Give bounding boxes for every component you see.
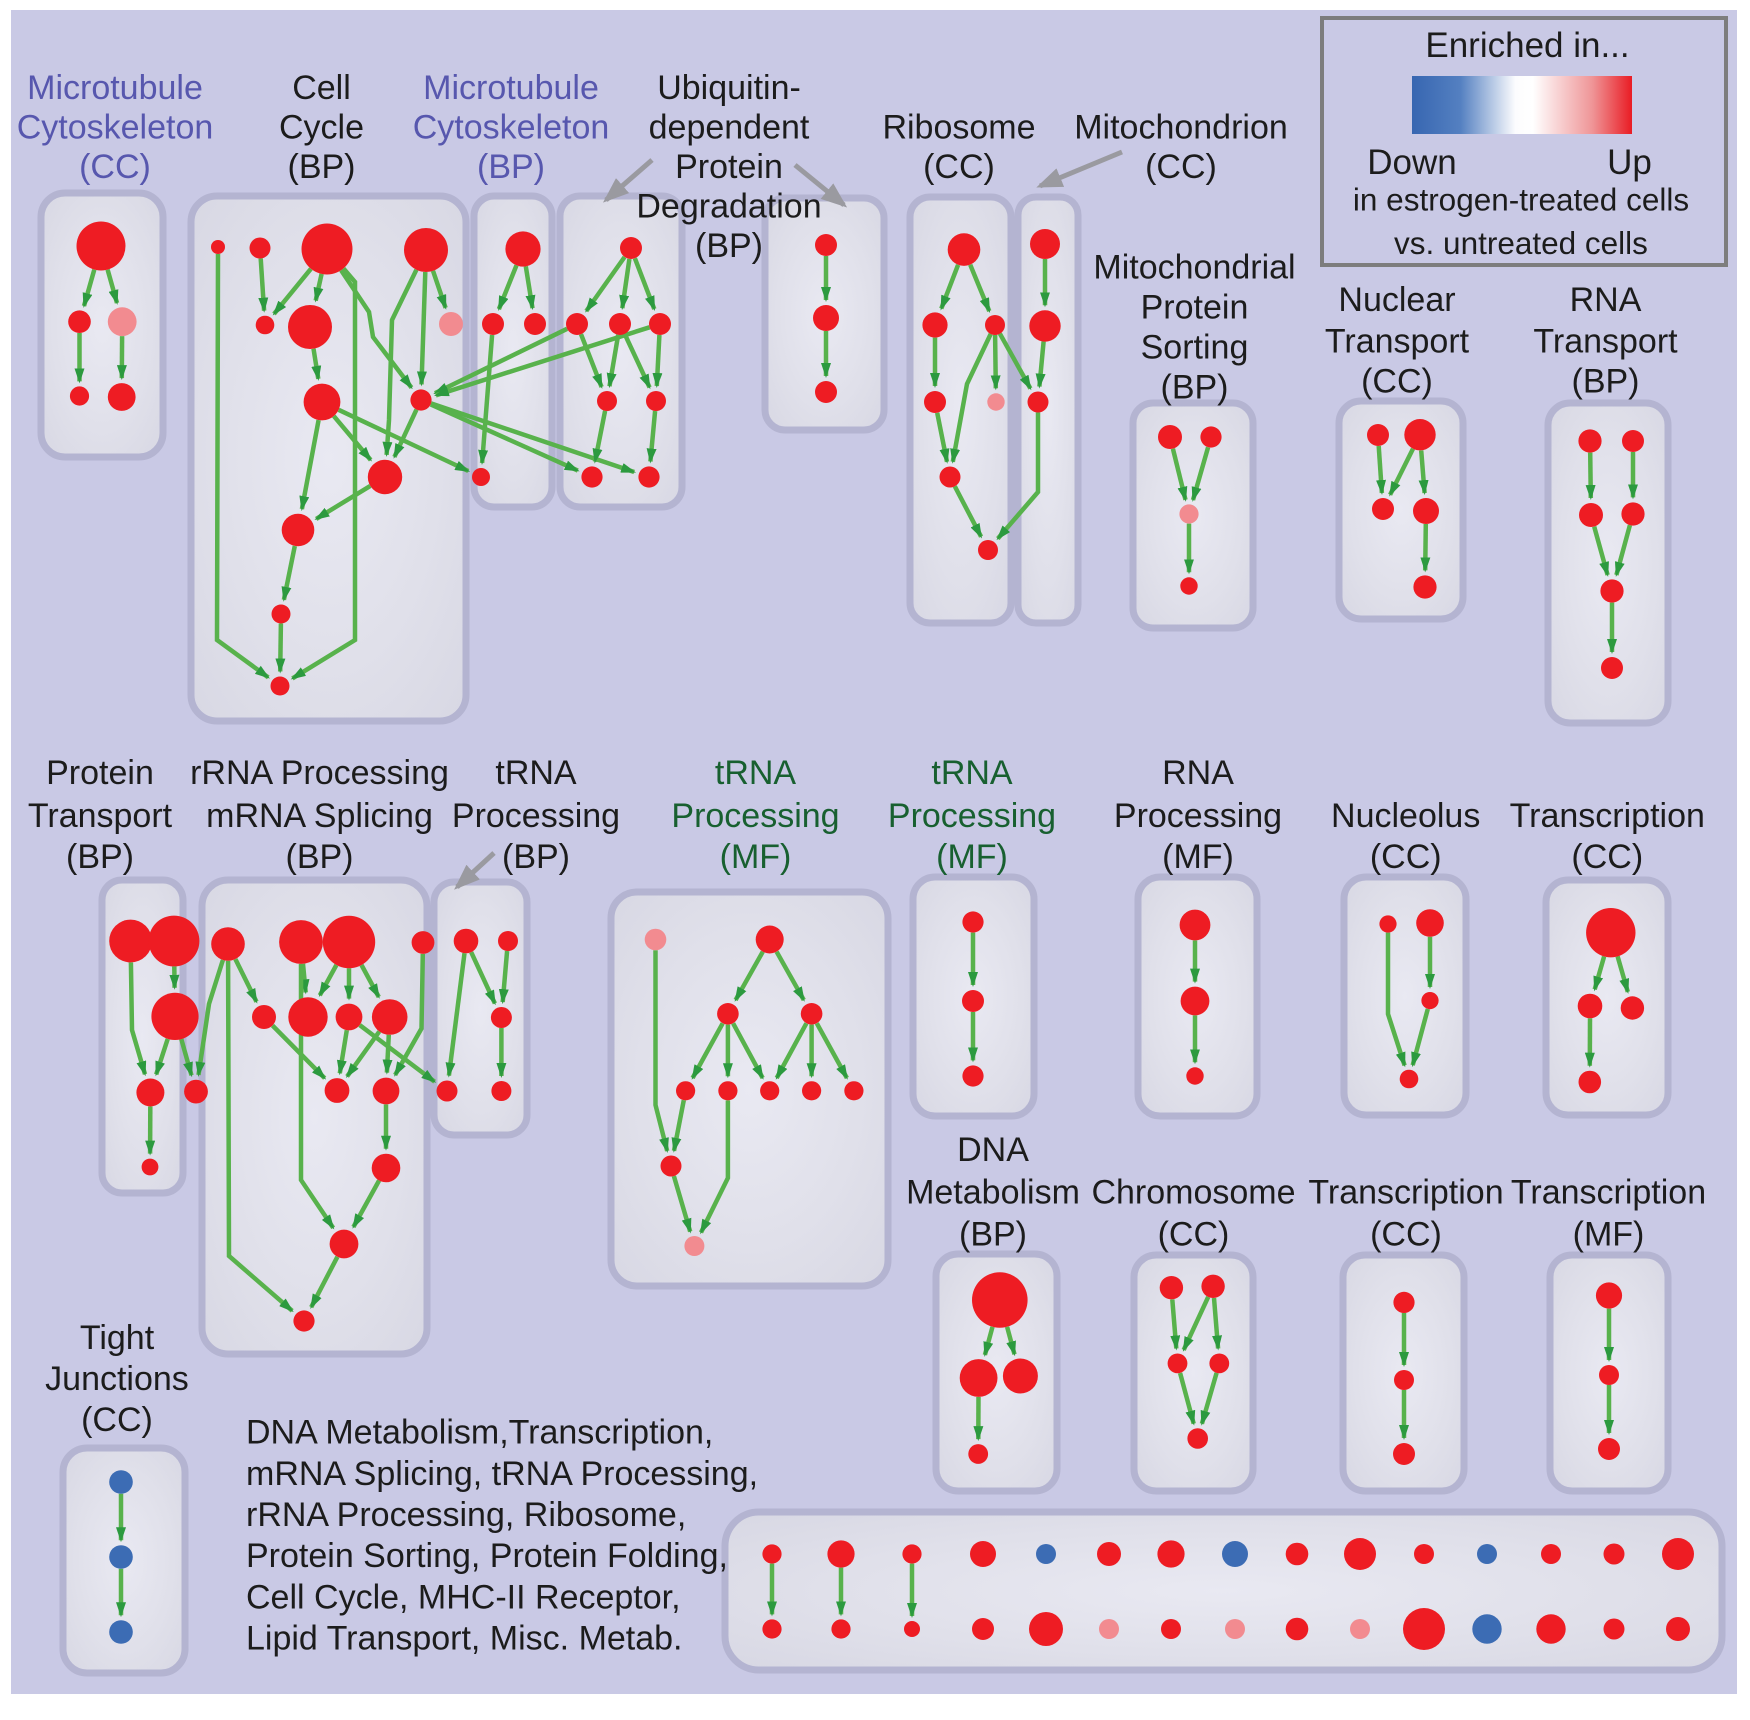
svg-text:Sorting: Sorting <box>1141 329 1249 367</box>
svg-text:RNA: RNA <box>1162 754 1234 792</box>
svg-text:(BP): (BP) <box>1161 369 1229 407</box>
svg-text:Nuclear: Nuclear <box>1338 281 1455 319</box>
svg-text:Processing: Processing <box>1114 797 1282 835</box>
svg-text:Down: Down <box>1367 143 1456 182</box>
svg-text:Transport: Transport <box>1325 323 1470 361</box>
svg-text:Cell Cycle, MHC-II Receptor,: Cell Cycle, MHC-II Receptor, <box>246 1578 681 1616</box>
svg-text:(CC): (CC) <box>1145 148 1217 186</box>
svg-text:Ubiquitin-: Ubiquitin- <box>657 69 801 107</box>
svg-text:tRNA: tRNA <box>931 754 1013 792</box>
svg-text:in estrogen-treated cells: in estrogen-treated cells <box>1353 182 1689 218</box>
svg-text:(MF): (MF) <box>1162 838 1234 876</box>
svg-text:(CC): (CC) <box>79 148 151 186</box>
svg-text:(BP): (BP) <box>959 1216 1027 1254</box>
svg-text:(BP): (BP) <box>1572 363 1640 401</box>
svg-text:Up: Up <box>1607 143 1652 182</box>
svg-text:Metabolism: Metabolism <box>906 1174 1080 1212</box>
svg-text:Mitochondrial: Mitochondrial <box>1093 249 1295 287</box>
svg-text:(BP): (BP) <box>477 148 545 186</box>
svg-text:Processing: Processing <box>452 797 620 835</box>
svg-text:(CC): (CC) <box>81 1401 153 1439</box>
svg-text:rRNA Processing: rRNA Processing <box>190 754 449 792</box>
svg-text:(CC): (CC) <box>1370 1216 1442 1254</box>
svg-text:(MF): (MF) <box>720 838 792 876</box>
svg-text:Ribosome: Ribosome <box>882 109 1035 147</box>
svg-text:(CC): (CC) <box>1571 838 1643 876</box>
svg-text:(BP): (BP) <box>695 227 763 265</box>
svg-text:rRNA Processing, Ribosome,: rRNA Processing, Ribosome, <box>246 1496 686 1534</box>
svg-text:Cytoskeleton: Cytoskeleton <box>17 109 214 147</box>
svg-text:Processing: Processing <box>888 797 1056 835</box>
svg-text:Cycle: Cycle <box>279 109 364 147</box>
svg-text:(CC): (CC) <box>1361 363 1433 401</box>
svg-text:tRNA: tRNA <box>715 754 797 792</box>
svg-text:(CC): (CC) <box>1370 838 1442 876</box>
svg-text:vs. untreated cells: vs. untreated cells <box>1394 225 1648 261</box>
svg-text:(CC): (CC) <box>1158 1216 1230 1254</box>
svg-text:Processing: Processing <box>671 797 839 835</box>
svg-text:Enriched in...: Enriched in... <box>1425 26 1629 65</box>
svg-text:Mitochondrion: Mitochondrion <box>1074 109 1288 147</box>
svg-text:dependent: dependent <box>649 109 810 147</box>
svg-text:Degradation: Degradation <box>636 188 821 226</box>
svg-text:Nucleolus: Nucleolus <box>1331 797 1480 835</box>
svg-text:(BP): (BP) <box>502 838 570 876</box>
svg-text:Junctions: Junctions <box>45 1360 189 1398</box>
svg-text:Protein: Protein <box>675 148 783 186</box>
svg-text:(BP): (BP) <box>66 838 134 876</box>
svg-text:Protein Sorting, Protein Foldi: Protein Sorting, Protein Folding, <box>246 1537 728 1575</box>
svg-text:Transport: Transport <box>28 797 173 835</box>
svg-text:Transcription: Transcription <box>1510 797 1705 835</box>
svg-text:(CC): (CC) <box>923 148 995 186</box>
svg-text:mRNA Splicing, tRNA Processing: mRNA Splicing, tRNA Processing, <box>246 1455 758 1493</box>
svg-text:(MF): (MF) <box>1573 1216 1645 1254</box>
svg-text:(MF): (MF) <box>936 838 1008 876</box>
svg-text:Protein: Protein <box>1141 289 1249 327</box>
svg-text:RNA: RNA <box>1570 281 1642 319</box>
svg-text:Chromosome: Chromosome <box>1091 1174 1295 1212</box>
svg-text:Cytoskeleton: Cytoskeleton <box>413 109 610 147</box>
svg-text:tRNA: tRNA <box>495 754 577 792</box>
svg-text:Microtubule: Microtubule <box>27 69 203 107</box>
svg-text:DNA: DNA <box>957 1131 1029 1169</box>
svg-text:Tight: Tight <box>80 1319 155 1357</box>
svg-text:(BP): (BP) <box>288 148 356 186</box>
svg-text:Microtubule: Microtubule <box>423 69 599 107</box>
svg-text:Transcription: Transcription <box>1511 1174 1706 1212</box>
svg-text:Protein: Protein <box>46 754 154 792</box>
svg-text:DNA Metabolism,Transcription,: DNA Metabolism,Transcription, <box>246 1414 713 1452</box>
svg-text:Lipid Transport, Misc. Metab.: Lipid Transport, Misc. Metab. <box>246 1620 683 1658</box>
svg-text:Cell: Cell <box>292 69 351 107</box>
svg-text:mRNA Splicing: mRNA Splicing <box>206 797 433 835</box>
svg-text:Transcription: Transcription <box>1308 1174 1503 1212</box>
svg-text:Transport: Transport <box>1533 323 1678 361</box>
svg-text:(BP): (BP) <box>286 838 354 876</box>
